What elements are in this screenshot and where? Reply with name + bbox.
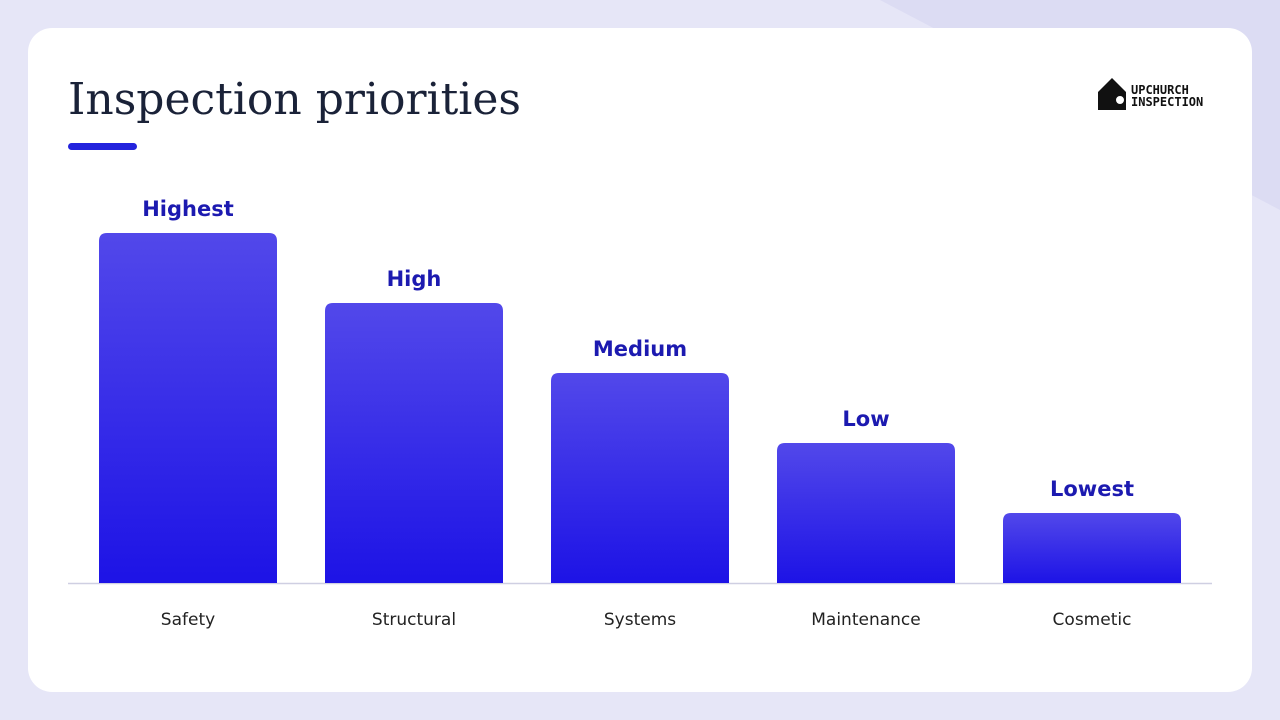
logo-text: UPCHURCH bbox=[1131, 83, 1189, 97]
category-label: Systems bbox=[604, 610, 676, 630]
value-label: Highest bbox=[142, 197, 234, 221]
title-underline bbox=[68, 143, 137, 150]
category-label: Structural bbox=[372, 610, 456, 630]
logo-lens bbox=[1114, 94, 1126, 106]
category-label: Cosmetic bbox=[1053, 610, 1132, 630]
logo: UPCHURCH INSPECTION bbox=[1098, 78, 1203, 110]
value-label: Low bbox=[842, 407, 889, 431]
value-label: High bbox=[387, 267, 442, 291]
category-label: Maintenance bbox=[811, 610, 920, 630]
bar bbox=[551, 373, 729, 583]
bar bbox=[325, 303, 503, 583]
value-label: Medium bbox=[593, 337, 687, 361]
bar bbox=[99, 233, 277, 583]
bar bbox=[1003, 513, 1181, 583]
bar bbox=[777, 443, 955, 583]
chart-title: Inspection priorities bbox=[68, 74, 521, 125]
logo-text: INSPECTION bbox=[1131, 95, 1203, 109]
category-label: Safety bbox=[161, 610, 215, 630]
value-label: Lowest bbox=[1050, 477, 1134, 501]
